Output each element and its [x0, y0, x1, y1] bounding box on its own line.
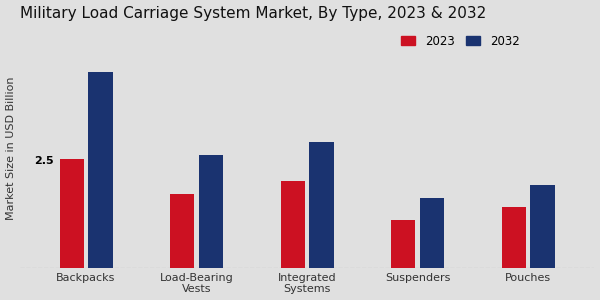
- Bar: [309, 142, 334, 268]
- Text: 2.5: 2.5: [34, 156, 54, 167]
- Bar: [420, 198, 444, 268]
- Bar: [170, 194, 194, 268]
- Bar: [502, 207, 526, 268]
- Y-axis label: Market Size in USD Billion: Market Size in USD Billion: [5, 76, 16, 220]
- Bar: [199, 155, 223, 268]
- Bar: [391, 220, 415, 268]
- Bar: [281, 181, 305, 268]
- Text: Military Load Carriage System Market, By Type, 2023 & 2032: Military Load Carriage System Market, By…: [20, 6, 486, 21]
- Legend: 2023, 2032: 2023, 2032: [401, 34, 520, 48]
- Bar: [530, 185, 554, 268]
- Bar: [88, 72, 113, 268]
- Bar: [59, 159, 84, 268]
